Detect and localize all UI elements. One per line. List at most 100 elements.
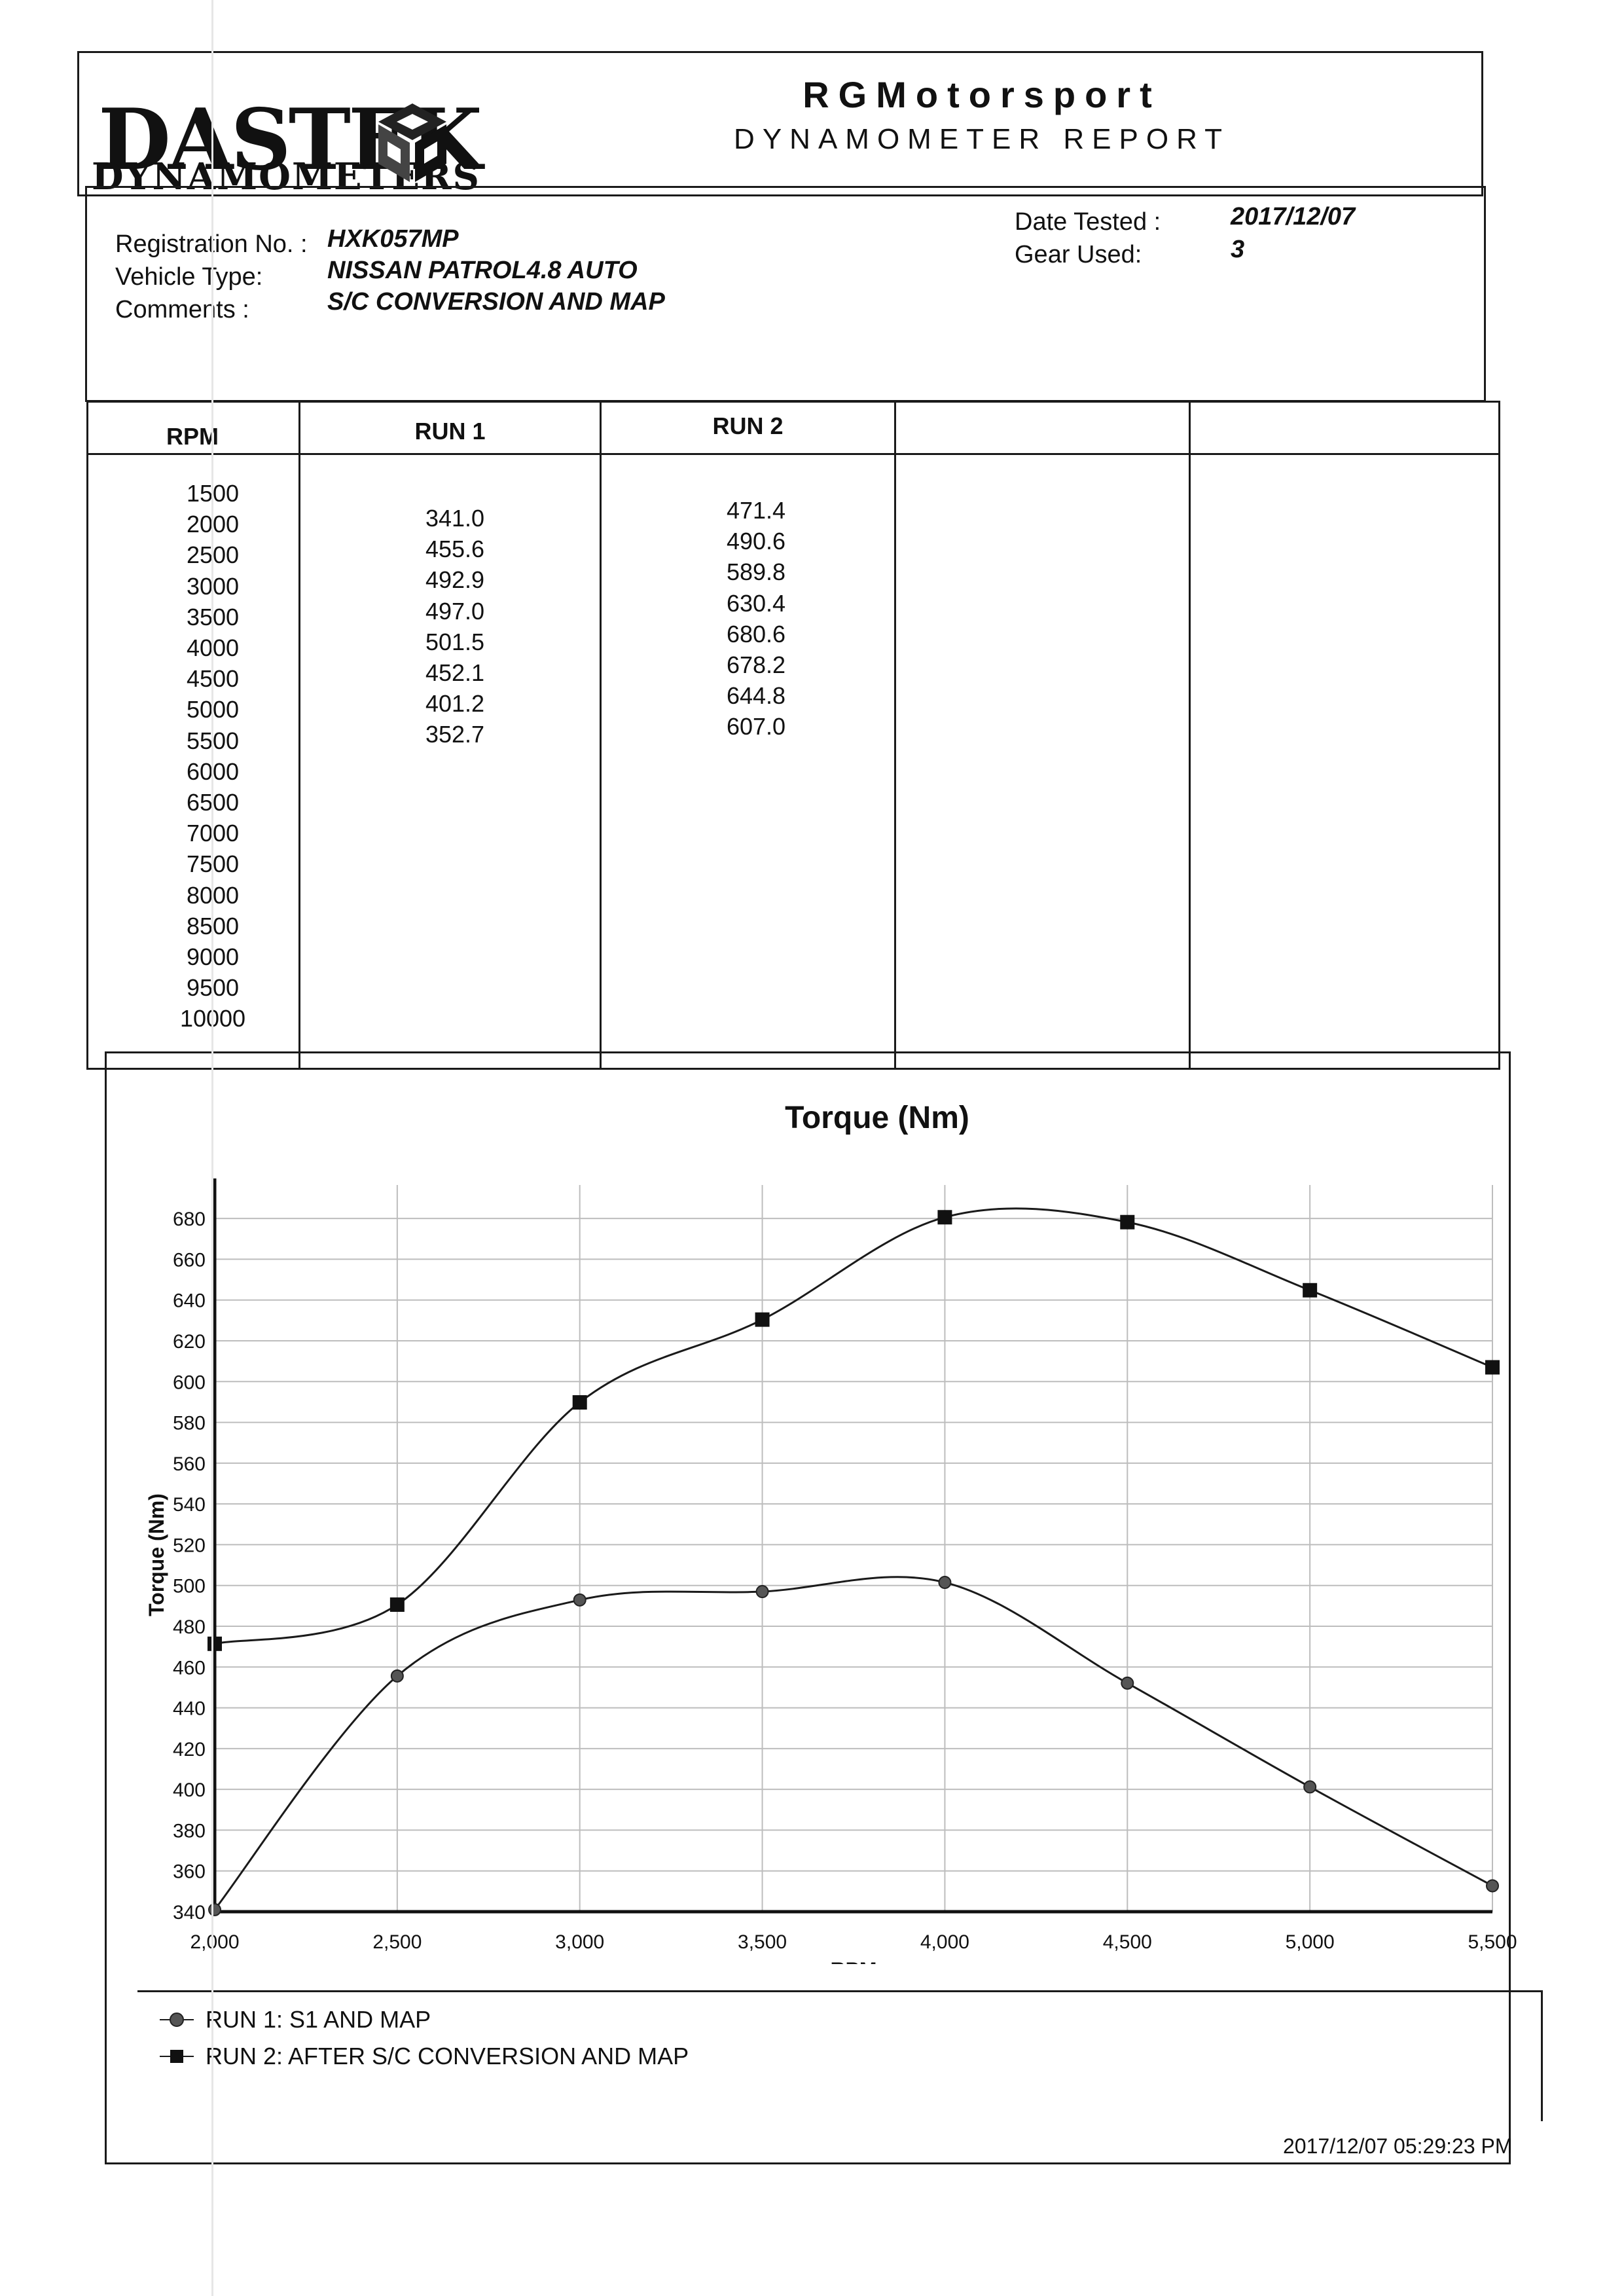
x-tick-label: 3,000 <box>555 1931 604 1953</box>
vehicle-type-value: NISSAN PATROL4.8 AUTO <box>327 257 638 284</box>
legend: RUN 1: S1 AND MAP RUN 2: AFTER S/C CONVE… <box>157 2003 1074 2082</box>
y-tick-label: 520 <box>173 1535 206 1556</box>
run1-cell: 341.0 <box>425 505 485 532</box>
scan-line <box>211 0 213 2296</box>
registration-value: HXK057MP <box>327 225 459 253</box>
run1-point <box>755 1585 769 1599</box>
column-divider <box>600 401 602 1070</box>
y-tick-label: 600 <box>173 1372 206 1393</box>
y-tick-label: 360 <box>173 1861 206 1883</box>
y-tick-label: 460 <box>173 1657 206 1679</box>
y-tick-label: 500 <box>173 1576 206 1597</box>
run2-cell: 607.0 <box>726 713 786 740</box>
x-axis-label: RPM <box>830 1958 876 1964</box>
results-table <box>86 401 1500 1070</box>
run1-cell: 452.1 <box>425 659 485 687</box>
cube-logo-icon <box>378 103 446 182</box>
print-timestamp: 2017/12/07 05:29:23 PM <box>1283 2134 1513 2158</box>
header-rpm: RPM <box>166 423 219 450</box>
x-tick-label: 4,500 <box>1103 1931 1152 1953</box>
chart-title: Torque (Nm) <box>785 1101 969 1135</box>
run2-point <box>208 1636 222 1651</box>
table-header-divider <box>86 453 1500 455</box>
legend-square-marker-icon <box>160 2050 194 2063</box>
run1-point <box>390 1669 404 1683</box>
run2-cell: 680.6 <box>726 620 786 647</box>
y-tick-label: 620 <box>173 1331 206 1353</box>
y-tick-label: 580 <box>173 1413 206 1434</box>
run2-point <box>1485 1360 1500 1375</box>
run2-point <box>755 1312 770 1327</box>
y-tick-label: 420 <box>173 1739 206 1760</box>
comments-label: Comments : <box>115 296 249 323</box>
x-tick-label: 4,000 <box>920 1931 969 1953</box>
y-tick-label: 640 <box>173 1290 206 1312</box>
y-tick-label: 440 <box>173 1698 206 1720</box>
run1-point <box>1486 1879 1499 1893</box>
header-run2: RUN 2 <box>712 412 784 439</box>
run1-point <box>938 1576 952 1590</box>
company-name: RGMotorsport <box>803 74 1161 115</box>
x-tick-label: 5,000 <box>1286 1931 1335 1953</box>
run2-cell: 490.6 <box>726 528 786 555</box>
run1-point <box>573 1593 586 1607</box>
legend-circle-marker-icon <box>160 2013 194 2027</box>
run2-point <box>1303 1283 1318 1298</box>
y-tick-label: 680 <box>173 1209 206 1230</box>
run2-point <box>937 1210 952 1225</box>
y-tick-label: 540 <box>173 1494 206 1516</box>
run1-cell: 497.0 <box>425 597 485 625</box>
brand-subtitle: DYNAMOMETERS <box>92 155 480 198</box>
run1-cell: 501.5 <box>425 628 485 655</box>
column-divider <box>894 401 896 1070</box>
chart-box <box>105 1051 1511 2164</box>
header-box <box>77 51 1483 196</box>
x-tick-label: 3,500 <box>738 1931 787 1953</box>
y-tick-label: 560 <box>173 1453 206 1475</box>
run1-cell: 401.2 <box>425 690 485 718</box>
run1-point <box>1303 1780 1317 1794</box>
run1-cell: 455.6 <box>425 536 485 563</box>
x-tick-label: 2,000 <box>190 1931 239 1953</box>
date-tested-label: Date Tested : <box>1015 208 1161 236</box>
run1-cell: 352.7 <box>425 721 485 748</box>
run1-point <box>1121 1676 1134 1690</box>
report-title: DYNAMOMETER REPORT <box>734 123 1230 155</box>
run2-cell: 630.4 <box>726 589 786 617</box>
run1-point <box>208 1903 221 1916</box>
run2-point <box>389 1597 405 1612</box>
run1-cell: 492.9 <box>425 566 485 594</box>
y-axis-label: Torque (Nm) <box>145 1493 168 1616</box>
column-divider <box>298 401 300 1070</box>
y-tick-label: 400 <box>173 1779 206 1801</box>
y-tick-label: 380 <box>173 1820 206 1842</box>
y-tick-label: 340 <box>173 1902 206 1923</box>
registration-label: Registration No. : <box>115 230 308 258</box>
y-tick-label: 660 <box>173 1249 206 1271</box>
legend-run1-label: RUN 1: S1 AND MAP <box>206 2006 431 2033</box>
run2-cell: 471.4 <box>726 497 786 524</box>
brand-logo: DASTEK DYNAMOMETERS <box>92 98 482 195</box>
torque-chart: 340 360 380 400 420 440 460 480 500 520 540 560 580 6… <box>145 1178 1517 1964</box>
run2-cell: 678.2 <box>726 651 786 679</box>
legend-run2-label: RUN 2: AFTER S/C CONVERSION AND MAP <box>206 2043 689 2069</box>
header-run1: RUN 1 <box>414 418 486 445</box>
chart-frame-right <box>1541 1990 1543 2121</box>
comments-value: S/C CONVERSION AND MAP <box>327 288 665 316</box>
run2-column: 471.4 490.6 589.8 630.4 680.6 678.2 644.8 607.0 <box>694 495 818 742</box>
gear-used-value: 3 <box>1231 236 1245 263</box>
date-tested-value: 2017/12/07 <box>1231 203 1356 230</box>
gear-used-label: Gear Used: <box>1015 241 1142 268</box>
run2-cell: 644.8 <box>726 682 786 710</box>
legend-divider <box>137 1990 1542 1992</box>
column-divider <box>1189 401 1191 1070</box>
run2-point <box>1120 1214 1135 1230</box>
run1-column: 341.0 455.6 492.9 497.0 501.5 452.1 401.2 352.7 <box>393 503 517 750</box>
x-tick-label: 2,500 <box>372 1931 422 1953</box>
y-tick-label: 480 <box>173 1616 206 1638</box>
series-line-2 <box>214 1207 1493 1645</box>
run2-cell: 589.8 <box>726 558 786 586</box>
x-tick-label: 5,500 <box>1468 1931 1517 1953</box>
vehicle-type-label: Vehicle Type: <box>115 263 263 291</box>
run2-point <box>572 1395 587 1410</box>
